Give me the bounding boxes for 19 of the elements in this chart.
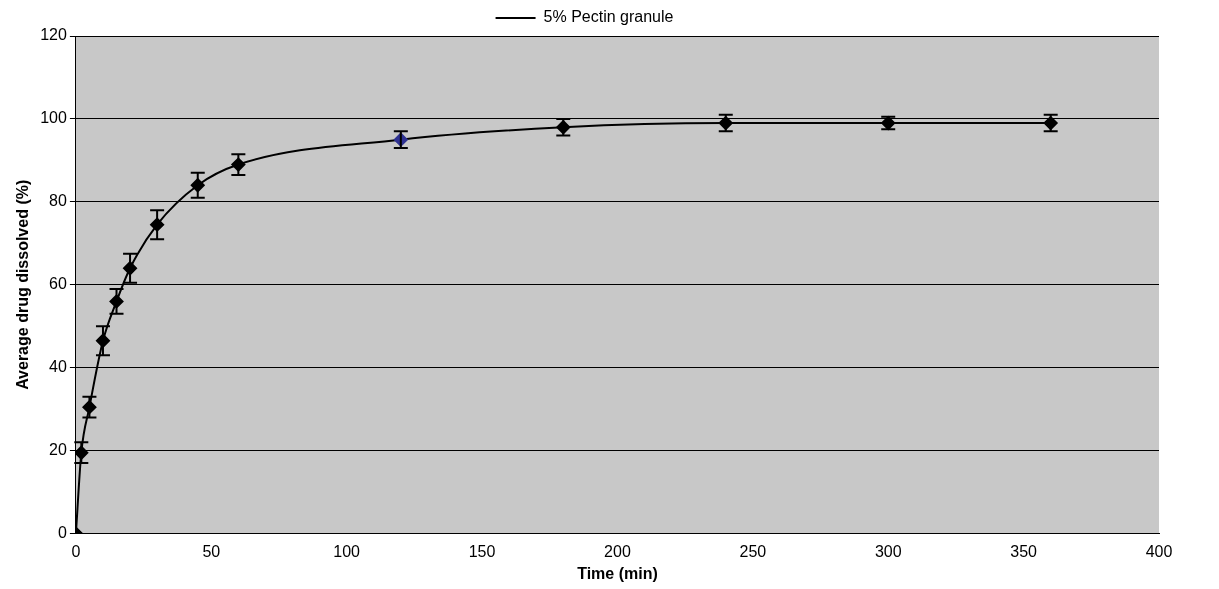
x-tick-label: 400: [1145, 542, 1173, 560]
x-tick-label: 200: [604, 542, 631, 560]
y-tick-label: 100: [40, 109, 67, 127]
y-tick-label: 20: [49, 441, 67, 459]
y-tick-label: 40: [49, 358, 67, 376]
x-tick-label: 0: [71, 542, 81, 560]
y-tick-label: 80: [49, 192, 67, 210]
y-tick-label: 120: [40, 26, 67, 44]
x-tick-label: 100: [333, 542, 361, 560]
x-tick-label: 250: [739, 542, 767, 560]
x-tick-label: 350: [1010, 542, 1038, 560]
x-axis-title: Time (min): [577, 564, 658, 582]
legend-label: 5% Pectin granule: [543, 8, 674, 26]
y-tick-label: 0: [57, 524, 67, 542]
x-tick-label: 50: [202, 542, 221, 560]
y-tick-label: 60: [49, 275, 67, 293]
x-tick-label: 300: [874, 542, 902, 560]
y-axis-title: Average drug dissolved (%): [14, 179, 32, 390]
x-tick-label: 150: [468, 542, 496, 560]
